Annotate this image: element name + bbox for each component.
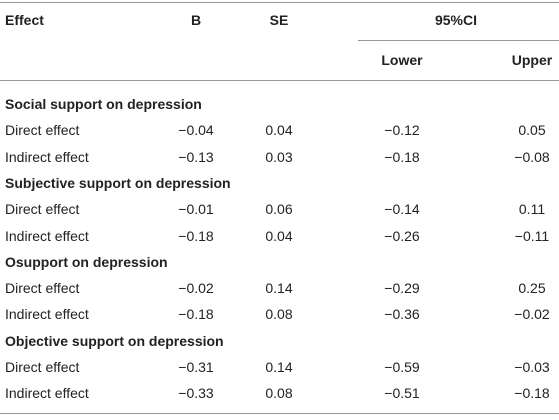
header-lower: Lower bbox=[381, 52, 423, 68]
cell-lower: −0.14 bbox=[384, 201, 420, 218]
section-title: Social support on depression bbox=[5, 96, 202, 112]
cell-lower: −0.26 bbox=[384, 227, 420, 244]
ci-rule bbox=[358, 40, 559, 41]
cell-se: 0.04 bbox=[265, 122, 293, 139]
cell-upper: 0.11 bbox=[518, 201, 546, 218]
row-label: Direct effect bbox=[5, 280, 80, 297]
cell-upper: 0.05 bbox=[518, 122, 546, 139]
cell-lower: −0.29 bbox=[384, 280, 420, 297]
cell-upper: −0.03 bbox=[514, 359, 550, 375]
cell-lower: −0.12 bbox=[384, 122, 420, 139]
cell-upper: −0.11 bbox=[514, 227, 550, 244]
cell-se: 0.03 bbox=[265, 148, 293, 165]
row-label: Direct effect bbox=[5, 359, 80, 375]
header-se: SE bbox=[269, 12, 289, 28]
cell-se: 0.08 bbox=[265, 385, 293, 402]
top-rule bbox=[0, 2, 559, 3]
cell-b: −0.01 bbox=[178, 201, 214, 218]
row-label: Indirect effect bbox=[5, 306, 89, 323]
section-title: Objective support on depression bbox=[5, 332, 224, 349]
cell-se: 0.06 bbox=[265, 201, 293, 218]
cell-upper: −0.02 bbox=[514, 306, 550, 323]
bottom-rule bbox=[0, 413, 559, 414]
row-label: Direct effect bbox=[5, 201, 80, 218]
cell-b: −0.33 bbox=[178, 385, 214, 402]
header-effect: Effect bbox=[5, 12, 44, 28]
header-ci: 95%CI bbox=[434, 12, 478, 28]
cell-se: 0.08 bbox=[265, 306, 293, 323]
cell-se: 0.04 bbox=[265, 227, 293, 244]
cell-upper: −0.08 bbox=[514, 148, 550, 165]
header-b: B bbox=[190, 12, 202, 28]
cell-b: −0.18 bbox=[178, 306, 214, 323]
cell-lower: −0.36 bbox=[384, 306, 420, 323]
row-label: Indirect effect bbox=[5, 148, 89, 165]
cell-se: 0.14 bbox=[265, 359, 293, 375]
cell-upper: 0.25 bbox=[518, 280, 546, 297]
header-upper: Upper bbox=[511, 52, 553, 68]
cell-lower: −0.51 bbox=[384, 385, 420, 402]
header-rule bbox=[0, 80, 559, 81]
cell-b: −0.31 bbox=[178, 359, 214, 375]
cell-b: −0.02 bbox=[178, 280, 214, 297]
cell-se: 0.14 bbox=[265, 280, 293, 297]
row-label: Direct effect bbox=[5, 122, 80, 139]
cell-lower: −0.18 bbox=[384, 148, 420, 165]
cell-lower: −0.59 bbox=[384, 359, 420, 375]
cell-b: −0.18 bbox=[178, 227, 214, 244]
cell-b: −0.04 bbox=[178, 122, 214, 139]
section-title: Osupport on depression bbox=[5, 253, 168, 270]
row-label: Indirect effect bbox=[5, 385, 89, 402]
cell-upper: −0.18 bbox=[514, 385, 550, 402]
section-title: Subjective support on depression bbox=[5, 174, 231, 191]
row-label: Indirect effect bbox=[5, 227, 89, 244]
cell-b: −0.13 bbox=[178, 148, 214, 165]
